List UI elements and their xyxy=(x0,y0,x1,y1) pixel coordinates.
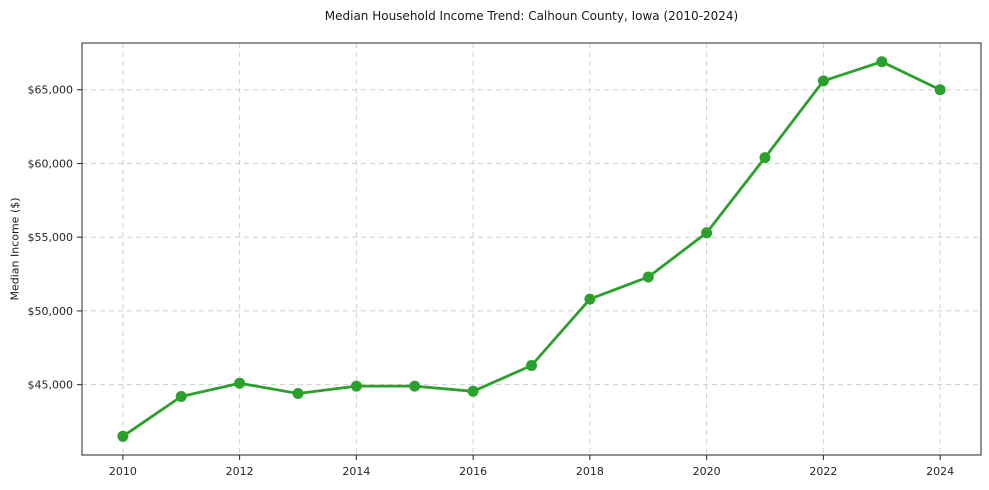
data-point-marker xyxy=(234,377,246,389)
x-tick-label: 2024 xyxy=(926,465,954,478)
x-tick-label: 2014 xyxy=(342,465,370,478)
data-point-marker xyxy=(934,84,946,96)
data-point-marker xyxy=(409,380,421,392)
data-point-marker xyxy=(876,56,888,68)
y-tick-label: $60,000 xyxy=(28,157,74,170)
data-point-marker xyxy=(175,391,187,402)
data-point-marker xyxy=(642,271,654,283)
data-point-marker xyxy=(817,75,829,87)
data-point-marker xyxy=(759,152,771,164)
x-tick-label: 2018 xyxy=(576,465,604,478)
data-point-marker xyxy=(701,227,713,239)
data-point-marker xyxy=(117,430,129,442)
data-point-marker xyxy=(467,385,479,397)
plot-area xyxy=(82,43,981,455)
y-tick-label: $50,000 xyxy=(28,305,74,318)
x-tick-label: 2010 xyxy=(109,465,137,478)
x-tick-label: 2022 xyxy=(809,465,837,478)
x-tick-label: 2016 xyxy=(459,465,487,478)
chart-title: Median Household Income Trend: Calhoun C… xyxy=(324,9,739,23)
plot-border xyxy=(81,42,982,456)
y-tick-label: $45,000 xyxy=(28,379,74,392)
data-point-marker xyxy=(526,360,537,371)
data-point-marker xyxy=(584,293,596,305)
y-tick-label: $65,000 xyxy=(28,84,74,97)
x-tick-label: 2020 xyxy=(693,465,721,478)
x-tick-label: 2012 xyxy=(226,465,254,478)
data-point-marker xyxy=(350,380,362,392)
data-point-marker xyxy=(292,388,304,399)
y-tick-label: $55,000 xyxy=(28,231,74,244)
